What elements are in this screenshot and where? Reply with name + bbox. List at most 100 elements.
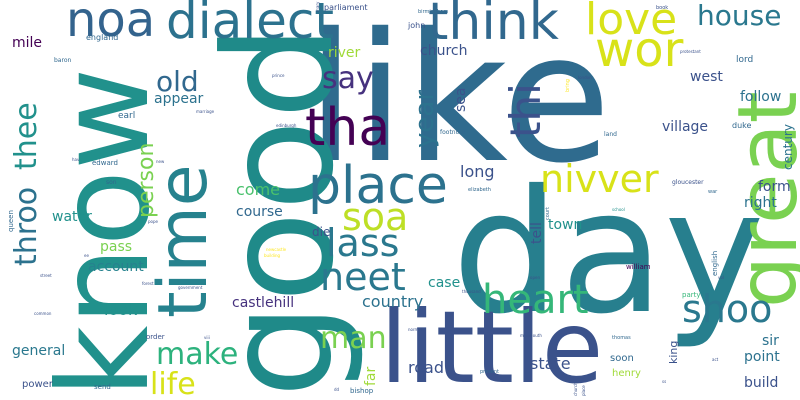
word-present: present — [480, 369, 500, 375]
word-form: form — [758, 179, 791, 195]
word-open: open — [530, 275, 540, 280]
word-english: english — [711, 250, 719, 276]
word-come: come — [236, 180, 281, 199]
word-noa: noa — [66, 0, 156, 48]
word-baron: baron — [54, 57, 72, 64]
word-lass: lass — [326, 221, 400, 265]
word-send: send — [94, 383, 111, 391]
word-newcastle: newcastle — [266, 247, 287, 252]
word-follow: follow — [740, 89, 782, 105]
word-school: school — [612, 207, 625, 212]
word-lord: lord — [736, 55, 754, 65]
word-pope: pope — [148, 219, 158, 224]
word-far: far — [363, 366, 379, 386]
word-norman: norman — [408, 327, 424, 332]
word-life: life — [150, 367, 196, 400]
word-tell: tell — [529, 222, 545, 244]
word-land: land — [604, 131, 617, 138]
word-hav: hav — [72, 157, 80, 162]
word-william: william — [626, 263, 651, 271]
word-west: west — [690, 69, 723, 85]
word-say: say — [322, 61, 374, 96]
word-bring: bring — [565, 79, 571, 92]
word-old: old — [156, 65, 199, 98]
word-year: year — [410, 89, 440, 148]
word-neet: neet — [320, 255, 406, 299]
word-thee: thee — [9, 102, 44, 170]
word-nivver: nivver — [540, 157, 659, 201]
word-throo: throo — [9, 186, 44, 266]
word-mile: mile — [12, 35, 43, 51]
word-street: street — [40, 273, 52, 278]
word-mary: mary — [315, 1, 320, 12]
word-earl: earl — [118, 111, 136, 121]
word-castlehill: castlehill — [232, 295, 295, 311]
word-government: government — [178, 285, 203, 290]
word-footnote: footnote — [440, 129, 466, 136]
word-thousand: thousand — [462, 289, 481, 294]
word-forest: forest — [142, 281, 154, 286]
word-monmouth: monmouth — [520, 333, 542, 338]
word-birmingham: birmingham — [418, 9, 449, 15]
word-party: party — [682, 291, 701, 299]
word-love: love — [585, 0, 678, 45]
word-village: village — [662, 119, 709, 135]
word-day: day — [452, 154, 765, 352]
word-build: build — [744, 375, 779, 391]
word-parliament: parliament — [324, 3, 368, 12]
word-right: right — [744, 195, 777, 211]
word-house: house — [697, 0, 782, 32]
word-dd: dd — [334, 387, 340, 392]
word-thi: thi — [501, 83, 550, 138]
word-river: river — [328, 45, 361, 61]
word-church-small: church — [573, 382, 578, 396]
word-sea: sea — [453, 87, 469, 113]
word-thomas: thomas — [612, 335, 631, 341]
word-die: die — [312, 225, 331, 239]
word-church: church — [420, 43, 468, 59]
word-building: building — [264, 253, 281, 258]
word-heart: heart — [482, 277, 589, 323]
word-edward: edward — [92, 159, 118, 167]
word-make: make — [156, 337, 239, 372]
word-tha: tha — [305, 98, 391, 158]
word-new: new — [156, 159, 165, 164]
word-soon: soon — [610, 353, 634, 364]
word-like: like — [306, 0, 612, 202]
word-soa: soa — [342, 195, 409, 239]
word-century: century — [781, 124, 795, 170]
word-henry: henry — [612, 368, 641, 379]
word-place: place — [308, 156, 448, 216]
word-bishop: bishop — [350, 387, 374, 395]
word-edinburgh: edinburgh — [276, 123, 297, 128]
word-elizabeth: elizabeth — [468, 187, 491, 193]
word-person: person — [134, 142, 159, 218]
word-ss: ss — [662, 379, 667, 384]
word-place-small: place — [581, 385, 586, 396]
word-time: time — [144, 164, 223, 318]
word-account: account — [88, 259, 144, 275]
word-man: man — [320, 321, 387, 356]
word-book: book — [656, 5, 669, 11]
word-gloucester: gloucester — [672, 179, 704, 186]
word-king: king — [667, 340, 680, 364]
word-shoo: shoo — [682, 287, 773, 331]
word-war: war — [708, 189, 718, 195]
word-road: road — [408, 358, 444, 377]
word-wor: wor — [595, 22, 684, 78]
word-common: common — [34, 311, 52, 316]
word-john: john — [408, 21, 426, 30]
word-dialect: dialect — [166, 0, 335, 50]
word-case: case — [428, 275, 461, 291]
word-long: long — [460, 162, 495, 181]
word-prince: prince — [272, 73, 285, 78]
word-power: power — [22, 379, 53, 390]
word-course: course — [236, 204, 283, 220]
word-england: england — [86, 33, 119, 42]
word-state: state — [530, 354, 571, 373]
word-marriage: marriage — [196, 109, 215, 114]
word-appear: appear — [154, 91, 204, 107]
word-vol: vol — [718, 275, 724, 280]
word-order: order — [146, 333, 165, 341]
